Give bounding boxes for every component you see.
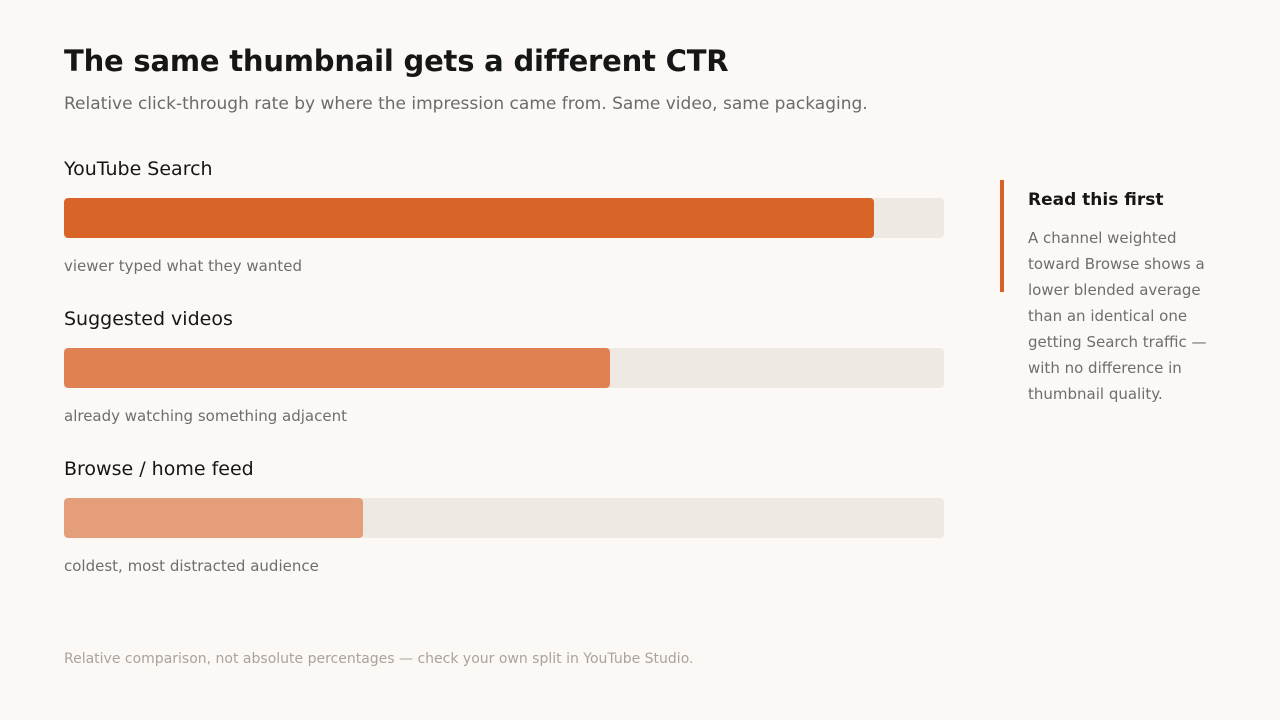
bar-category-label: Suggested videos xyxy=(64,308,233,330)
bar xyxy=(64,498,363,538)
bar-category-label: Browse / home feed xyxy=(64,458,254,480)
footnote: Relative comparison, not absolute percen… xyxy=(64,651,694,667)
callout-title: Read this first xyxy=(1028,190,1164,210)
page-subtitle: Relative click-through rate by where the… xyxy=(64,94,868,114)
page-title: The same thumbnail gets a different CTR xyxy=(64,44,729,78)
bar-track xyxy=(64,348,944,388)
bar-row: Suggested videos already watching somethi… xyxy=(64,308,944,438)
bar-annotation: already watching something adjacent xyxy=(64,407,347,425)
bar-row: Browse / home feed coldest, most distract… xyxy=(64,458,944,588)
bar-track xyxy=(64,198,944,238)
bar-track xyxy=(64,498,944,538)
bar xyxy=(64,198,874,238)
bar-row: YouTube Search viewer typed what they wan… xyxy=(64,158,944,288)
callout-body: A channel weighted toward Browse shows a… xyxy=(1028,229,1207,403)
bar-category-label: YouTube Search xyxy=(64,158,213,180)
bar xyxy=(64,348,610,388)
bar-annotation: viewer typed what they wanted xyxy=(64,257,302,275)
callout-accent-bar xyxy=(1000,180,1004,292)
bar-annotation: coldest, most distracted audience xyxy=(64,557,319,575)
